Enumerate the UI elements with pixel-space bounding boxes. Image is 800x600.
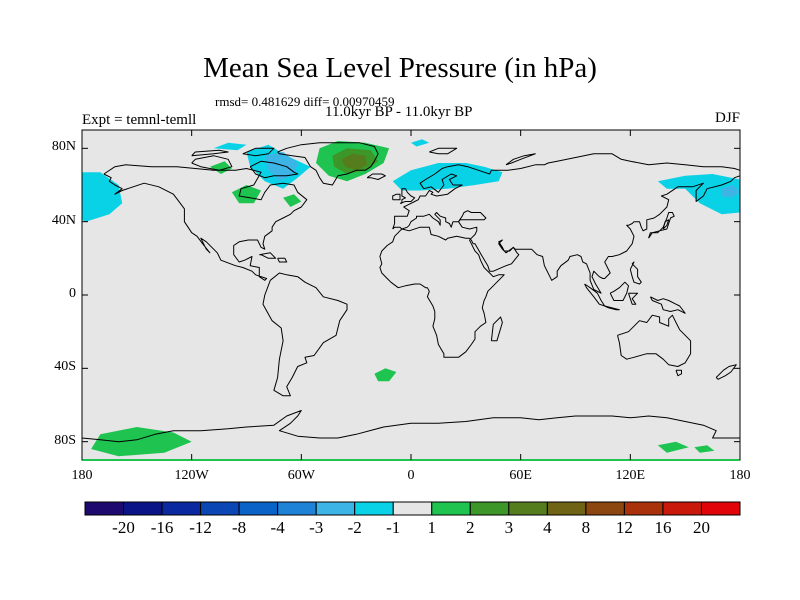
colorbar-swatch: [277, 501, 317, 516]
coastline-0: [103, 164, 308, 281]
colorbar-swatch: [662, 501, 702, 516]
colorbar-label: -1: [386, 518, 401, 537]
axis-ticks: [81, 130, 741, 460]
coastline-2: [379, 153, 741, 358]
y-tick-label: 80N: [51, 139, 76, 155]
coastline-7: [392, 193, 401, 201]
colorbar-label: -20: [112, 518, 135, 537]
anomaly-region-17: [694, 445, 715, 453]
coastline-20: [277, 257, 288, 263]
colorbar-swatch: [123, 501, 163, 516]
colorbar-swatch: [585, 501, 625, 516]
colorbar-swatch: [508, 501, 548, 516]
anomaly-region-16: [657, 441, 689, 453]
stats-text: rmsd= 0.481629 diff= 0.00970459: [215, 94, 395, 109]
colorbar-label: 20: [692, 518, 710, 537]
anomaly-region-7: [721, 185, 740, 198]
anomaly-region-14: [374, 368, 397, 382]
coastline-4: [675, 369, 682, 377]
coastline-6: [399, 188, 416, 204]
page-title: Mean Sea Level Pressure (in hPa): [203, 52, 597, 84]
coastline-3: [617, 314, 692, 367]
coastline-12: [609, 281, 629, 301]
coastline-21: [249, 160, 299, 179]
coastline-23: [242, 147, 275, 157]
colorbar-swatch: [161, 501, 202, 516]
colorbar-swatch: [200, 501, 240, 516]
x-tick-label: 120E: [615, 468, 646, 483]
coastline-layer: [81, 142, 741, 443]
anomaly-region-6: [657, 174, 740, 215]
anomaly-region-4: [213, 142, 247, 151]
anomaly-region-5: [411, 139, 430, 147]
x-tick-label: 0: [407, 468, 415, 483]
coastline-15: [629, 261, 642, 285]
coastline-9: [648, 212, 675, 239]
colorbar-swatch: [354, 501, 394, 516]
anomaly-region-15: [91, 427, 192, 457]
x-tick-label: 180: [71, 468, 93, 483]
colorbar-swatch: [546, 501, 587, 516]
x-tick-label: 60W: [287, 468, 315, 483]
colorbar-swatch: [469, 501, 510, 516]
colorbar-label: -8: [232, 518, 247, 537]
experiment-label: Expt = temnl-temll: [82, 112, 197, 128]
colorbar-label: -16: [150, 518, 174, 537]
y-tick-label: 0: [69, 286, 76, 301]
coastline-8: [366, 173, 386, 180]
colorbar-label: -2: [347, 518, 362, 537]
colorbar-swatch: [431, 501, 471, 516]
colorbar-label: 3: [504, 518, 514, 537]
coastline-14: [649, 296, 686, 314]
season-label: DJF: [714, 110, 740, 126]
x-tick-label: 180: [729, 468, 751, 483]
coastline-24: [191, 149, 229, 157]
colorbar-label: 2: [466, 518, 475, 537]
colorbar-label: 8: [581, 518, 591, 537]
coastline-22: [191, 155, 233, 171]
anomaly-region-13: [283, 194, 302, 207]
coastline-26: [505, 153, 536, 166]
colorbar-label: -4: [270, 518, 285, 537]
colorbar-swatch: [623, 501, 664, 516]
period-text: 11.0kyr BP - 11.0kyr BP: [325, 104, 473, 120]
coastline-19: [259, 252, 277, 259]
colorbar-label: 12: [615, 518, 633, 537]
coastline-16: [715, 364, 737, 380]
coastline-13: [628, 292, 639, 305]
coastline-1: [262, 272, 348, 397]
colorbar-label: -12: [189, 518, 212, 537]
coastline-25: [429, 147, 458, 155]
y-tick-label: 80S: [54, 432, 76, 448]
colorbar-swatch: [392, 501, 433, 516]
colorbar-swatch: [84, 501, 125, 516]
anomaly-region-10: [341, 153, 368, 171]
anomaly-region-0: [82, 172, 123, 222]
colorbar-swatch: [315, 501, 356, 516]
coastline-27: [662, 219, 670, 230]
coastline-5: [277, 142, 379, 186]
colorbar-label: 4: [543, 518, 552, 537]
x-tick-label: 120W: [174, 468, 209, 483]
colorbar: [84, 501, 741, 516]
colorbar-label: 16: [654, 518, 672, 537]
y-tick-label: 40S: [54, 359, 76, 375]
colorbar-swatch: [700, 501, 741, 516]
coastline-18: [81, 410, 740, 443]
anomaly-region-2: [264, 152, 298, 182]
colorbar-label: 1: [427, 518, 437, 537]
coastline-17: [490, 316, 503, 342]
y-tick-label: 40N: [51, 212, 76, 228]
coastline-11: [604, 305, 620, 311]
x-tick-label: 60E: [509, 468, 532, 483]
colorbar-swatch: [238, 501, 279, 516]
colorbar-label: -3: [309, 518, 324, 537]
